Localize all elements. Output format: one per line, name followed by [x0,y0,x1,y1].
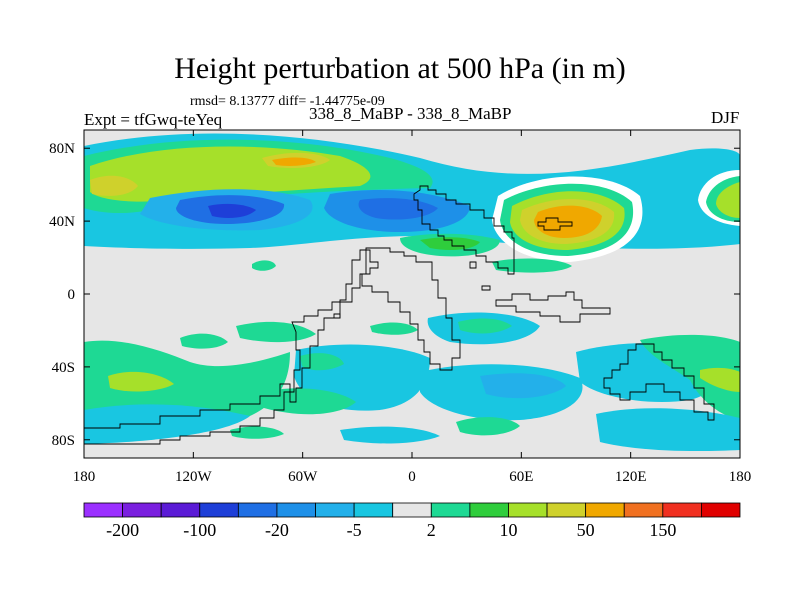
continent-outline-antarctica [84,383,291,445]
continent-outline-southamerica [289,249,379,403]
season-label: DJF [711,108,740,127]
case-pair-label: 338_8_MaBP - 338_8_MaBP [309,104,512,123]
contour-band [458,318,512,334]
colorbar-label: -100 [183,520,216,540]
colorbar-swatch [430,502,471,518]
colorbar-swatch [122,502,162,518]
colorbar-label: -5 [347,520,362,540]
contour-band [716,182,740,218]
contour-band [456,417,520,436]
contour-band [84,404,250,444]
contour-band [180,333,228,349]
continent-outline-island [469,261,477,269]
colorbar-swatch [546,502,587,518]
y-tick-label: 40S [52,360,75,376]
continent-outline-island [481,285,491,291]
colorbar-label: -20 [265,520,289,540]
x-tick-label: 180 [73,469,96,485]
contour-band [640,334,740,420]
contour-band [208,203,256,218]
contour-band [700,367,740,392]
contour-band [252,260,276,271]
contour-band [230,426,284,439]
contour-band [492,258,572,273]
contour-band [370,322,418,335]
continent-outline-indochina [495,291,611,323]
continent-outline-africa [361,247,461,371]
x-tick-label: 0 [408,469,416,485]
contour-band [90,175,138,196]
colorbar-swatch [237,502,278,518]
continent-outline-australia [603,343,715,421]
contour-fill [84,133,740,452]
stats-line: rmsd= 8.13777 diff= -1.44775e-09 [190,94,385,109]
x-tick-label: 60W [288,469,318,485]
y-tick-label: 40N [49,214,75,230]
coastlines [84,185,715,445]
x-tick-label: 180 [729,469,752,485]
colorbar-swatch [83,502,123,518]
continent-outline-eurasia [413,185,515,275]
plot-title: Height perturbation at 500 hPa (in m) [174,52,626,85]
y-tick-label: 0 [68,287,76,303]
contour-band [596,408,740,452]
colorbar-swatch [353,502,394,518]
contour-band [340,426,440,444]
colorbar-swatch [662,502,702,518]
contour-band [300,353,344,371]
colorbar-label: 150 [649,520,676,540]
x-tick-label: 120E [615,469,647,485]
colorbar-swatch [701,502,741,518]
x-tick-label: 60E [509,469,533,485]
colorbar-swatch [508,502,548,518]
colorbar-swatch [392,502,432,518]
contour-band [420,237,480,250]
colorbar-swatch [160,502,201,518]
y-tick-label: 80S [52,433,75,449]
colorbar-swatch [315,502,355,518]
colorbar-swatch [199,502,239,518]
colorbar-swatch [585,502,625,518]
axis-ticks: 180 120W 60W 0 60E 120E 180 80N 40N 0 40S 80S [49,130,751,485]
contour-band [480,373,566,399]
colorbar: -200 -100 -20 -5 2 10 50 150 [83,502,741,540]
colorbar-swatch [276,502,316,518]
continent-outline-island [333,313,341,319]
contour-band [272,157,316,166]
colorbar-label: 10 [499,520,517,540]
colorbar-swatch [623,502,664,518]
colorbar-swatch [469,502,509,518]
y-tick-label: 80N [49,141,75,157]
experiment-label: Expt = tfGwq-teYeq [84,110,223,129]
colorbar-label: -200 [106,520,139,540]
colorbar-label: 50 [577,520,595,540]
contour-band [108,371,174,392]
continent-outline-asia-east [537,217,573,231]
x-tick-label: 120W [175,469,213,485]
colorbar-label: 2 [427,520,436,540]
